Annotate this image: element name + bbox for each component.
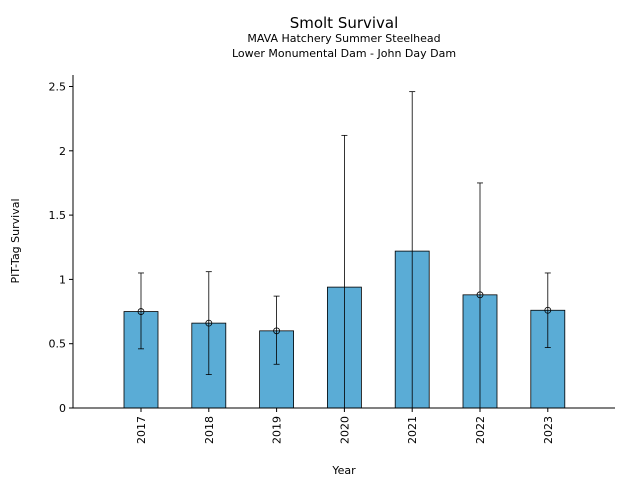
point-2019 [273, 327, 281, 335]
x-tick-label-2021: 2021 [406, 416, 419, 444]
point-2018 [205, 319, 213, 327]
y-tick-label-2: 1 [59, 273, 66, 286]
y-tick-label-1: 0.5 [49, 338, 67, 351]
point-2022 [476, 291, 484, 299]
points-layer [137, 291, 552, 335]
chart-subtitle-2: Lower Monumental Dam - John Day Dam [232, 47, 456, 60]
chart-title: Smolt Survival [290, 14, 399, 32]
y-tick-label-3: 1.5 [49, 209, 67, 222]
y-tick-label-0: 0 [59, 402, 66, 415]
x-tick-label-2020: 2020 [338, 416, 351, 444]
x-axis-label: Year [331, 464, 356, 477]
x-ticks-layer: 2017 2018 2019 2020 2021 2022 2023 [135, 408, 555, 444]
y-tick-label-4: 2 [59, 145, 66, 158]
x-tick-label-2023: 2023 [542, 416, 555, 444]
y-ticks-layer: 0 0.5 1 1.5 2 2.5 [49, 81, 73, 415]
point-2017 [137, 308, 145, 315]
x-tick-label-2019: 2019 [271, 416, 284, 444]
y-tick-label-5: 2.5 [49, 81, 67, 94]
chart-subtitle-1: MAVA Hatchery Summer Steelhead [247, 32, 440, 45]
y-axis-label: PIT-Tag Survival [9, 198, 22, 283]
point-2023 [544, 306, 552, 314]
x-tick-label-2017: 2017 [135, 416, 148, 444]
error-bars-layer [138, 91, 551, 409]
x-tick-label-2022: 2022 [474, 416, 487, 444]
x-tick-label-2018: 2018 [203, 416, 216, 444]
